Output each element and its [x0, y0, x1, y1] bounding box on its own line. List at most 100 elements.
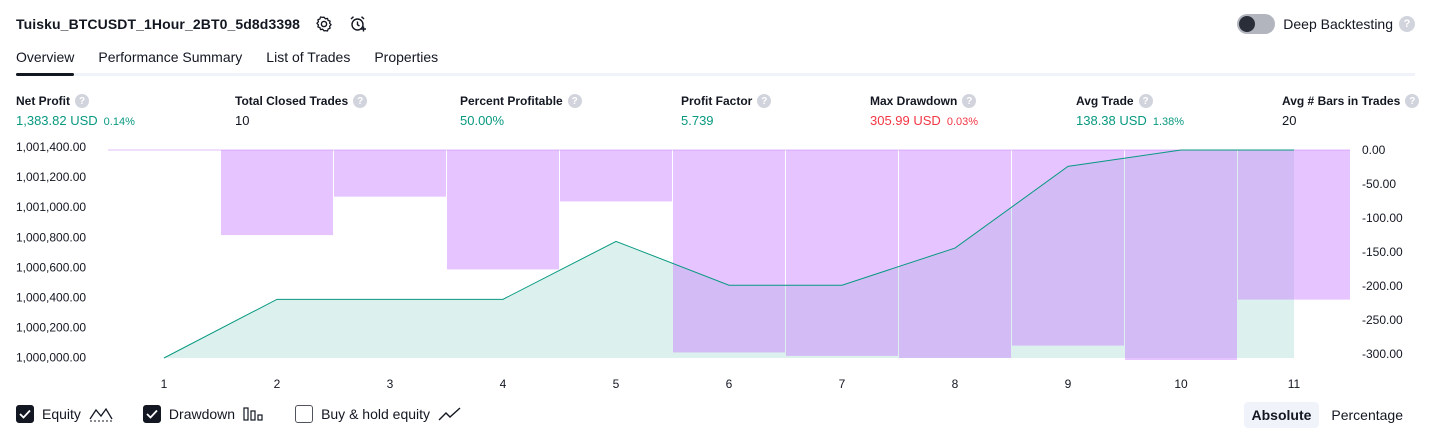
x-axis-tick: 11 — [1288, 377, 1301, 391]
right-axis-tick: 0.00 — [1362, 143, 1386, 157]
strategy-header: Tuisku_BTCUSDT_1Hour_2BT0_5d8d3398 — [16, 12, 368, 36]
metric-profit-factor: Profit Factor? 5.739 — [681, 93, 772, 129]
drawdown-bar — [899, 150, 1011, 358]
deep-backtesting-control: Deep Backtesting ? — [1237, 12, 1415, 36]
metric-value: 10 — [235, 113, 250, 128]
legend-equity[interactable]: Equity — [16, 405, 113, 423]
equity-drawdown-chart[interactable]: 1,001,400.00 1,001,200.00 1,001,000.00 1,00… — [0, 136, 1431, 394]
metric-subvalue: 0.14% — [103, 116, 135, 128]
metric-label: Avg Trade — [1076, 94, 1134, 108]
absolute-button[interactable]: Absolute — [1243, 402, 1320, 428]
metric-subvalue: 1.38% — [1152, 116, 1185, 128]
metric-subvalue: 0.03% — [946, 116, 979, 128]
info-icon[interactable]: ? — [962, 94, 977, 108]
drawdown-bar — [447, 150, 559, 270]
left-axis-tick: 1,000,800.00 — [16, 230, 86, 244]
right-axis-tick: -100.00 — [1362, 211, 1403, 225]
tab-list-of-trades[interactable]: List of Trades — [266, 49, 351, 65]
equity-checkbox[interactable] — [16, 405, 34, 423]
alarm-clock-plus-icon[interactable] — [348, 14, 368, 34]
metric-total-closed-trades: Total Closed Trades? 10 — [235, 93, 368, 129]
left-axis-tick: 1,000,000.00 — [16, 351, 86, 365]
metric-value: 5.739 — [681, 113, 714, 128]
tab-overview[interactable]: Overview — [16, 46, 75, 76]
equity-line — [163, 149, 1294, 359]
legend-drawdown[interactable]: Drawdown — [142, 405, 265, 423]
bar-chart-icon — [243, 406, 265, 422]
chart-legend: Equity Drawdown Buy & hold equity — [16, 404, 492, 424]
strategy-name: Tuisku_BTCUSDT_1Hour_2BT0_5d8d3398 — [16, 16, 301, 32]
drawdown-bar — [1012, 150, 1124, 346]
x-axis-tick: 9 — [1065, 377, 1072, 391]
left-axis-tick: 1,001,200.00 — [16, 170, 86, 184]
x-axis-tick: 10 — [1174, 377, 1188, 391]
metric-value: 20 — [1282, 113, 1297, 128]
drawdown-checkbox[interactable] — [142, 405, 161, 423]
metric-label: Percent Profitable — [460, 94, 563, 108]
right-axis-tick: -250.00 — [1362, 313, 1403, 327]
info-icon[interactable]: ? — [75, 94, 89, 108]
legend-buy-hold[interactable]: Buy & hold equity — [295, 405, 462, 423]
x-axis-tick: 4 — [500, 377, 507, 391]
buy-hold-checkbox[interactable] — [295, 405, 314, 423]
metric-label: Profit Factor — [681, 94, 753, 108]
metric-avg-trade: Avg Trade? 138.38 USD 1.38% — [1076, 93, 1184, 129]
x-axis-tick: 5 — [613, 377, 620, 391]
drawdown-bar — [334, 150, 446, 197]
deep-backtesting-toggle[interactable] — [1237, 14, 1276, 34]
right-axis-tick: -200.00 — [1362, 279, 1403, 293]
toggle-knob — [1239, 16, 1256, 32]
right-axis-tick: -300.00 — [1362, 347, 1403, 361]
tab-performance-summary[interactable]: Performance Summary — [98, 49, 243, 65]
drawdown-bar — [221, 150, 333, 236]
drawdown-bar — [1238, 150, 1350, 300]
x-axis-tick: 1 — [161, 377, 168, 391]
x-axis-tick: 2 — [274, 377, 281, 391]
x-axis-tick: 8 — [952, 377, 959, 391]
info-icon[interactable]: ? — [1138, 94, 1153, 108]
info-icon[interactable]: ? — [757, 94, 772, 108]
drawdown-bar — [560, 150, 672, 202]
scale-mode-switch: Absolute Percentage — [1240, 402, 1412, 428]
metric-max-drawdown: Max Drawdown? 305.99 USD 0.03% — [870, 93, 978, 129]
left-axis-tick: 1,000,400.00 — [16, 291, 86, 305]
x-axis-tick: 6 — [726, 377, 733, 391]
metric-value: 138.38 USD — [1076, 113, 1147, 128]
legend-label: Buy & hold equity — [321, 406, 431, 422]
drawdown-bar — [1125, 150, 1237, 361]
metric-percent-profitable: Percent Profitable? 50.00% — [460, 93, 582, 129]
drawdown-bar — [673, 150, 785, 353]
x-axis-tick: 3 — [387, 377, 394, 391]
percentage-button[interactable]: Percentage — [1331, 407, 1403, 423]
metric-label: Total Closed Trades — [235, 94, 349, 108]
left-axis-tick: 1,000,600.00 — [16, 260, 86, 274]
right-axis-tick: -150.00 — [1362, 245, 1403, 259]
tab-properties[interactable]: Properties — [374, 49, 439, 65]
equity-area — [164, 150, 1294, 358]
deep-backtesting-label: Deep Backtesting — [1283, 16, 1393, 32]
info-icon[interactable]: ? — [1405, 94, 1420, 108]
tabs-divider — [16, 73, 1415, 76]
tab-bar: Overview Performance Summary List of Tra… — [16, 46, 462, 76]
info-icon[interactable]: ? — [353, 94, 368, 108]
legend-label: Drawdown — [168, 406, 236, 422]
drawdown-bar — [786, 150, 898, 356]
metric-value: 50.00% — [460, 113, 505, 128]
left-axis-tick: 1,001,000.00 — [16, 200, 86, 214]
x-axis-tick: 7 — [839, 377, 846, 391]
metric-value: 305.99 USD — [870, 113, 941, 128]
left-axis-tick: 1,001,400.00 — [16, 140, 86, 154]
gear-icon[interactable] — [314, 14, 334, 34]
legend-label: Equity — [42, 406, 81, 422]
left-axis-tick: 1,000,200.00 — [16, 321, 86, 335]
metric-label: Avg # Bars in Trades — [1282, 94, 1401, 108]
metric-label: Max Drawdown — [870, 94, 958, 108]
line-chart-icon — [438, 406, 462, 422]
metric-value: 1,383.82 USD — [16, 113, 98, 128]
metric-net-profit: Net Profit? 1,383.82 USD 0.14% — [16, 93, 135, 129]
help-icon[interactable]: ? — [1399, 16, 1415, 32]
metric-avg-bars: Avg # Bars in Trades? 20 — [1282, 93, 1420, 129]
area-chart-icon — [89, 406, 113, 422]
metric-label: Net Profit — [16, 94, 70, 108]
info-icon[interactable]: ? — [567, 94, 582, 108]
